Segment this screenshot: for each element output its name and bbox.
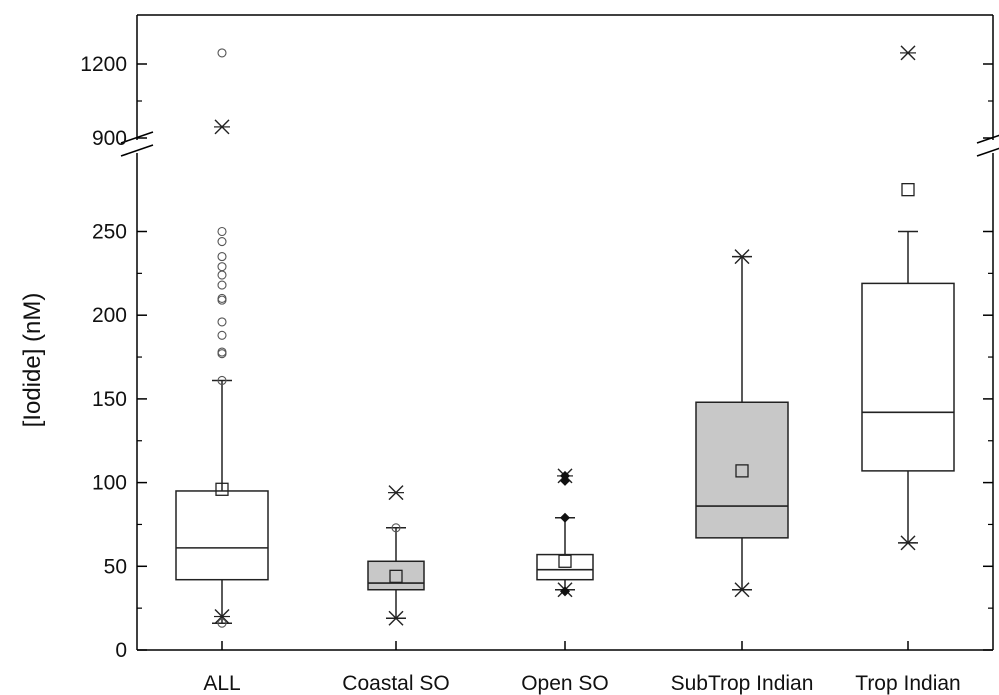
axis-break-mark-right (976, 147, 999, 157)
y-tick-label: 250 (92, 221, 127, 244)
box-trop-indian (861, 45, 955, 551)
box-coastal-so (367, 485, 425, 626)
y-tick-label: 1200 (80, 53, 127, 76)
mean-marker (215, 482, 229, 496)
y-axis-label: [Iodide] (nM) (19, 293, 46, 428)
outlier-marker (217, 48, 227, 58)
x-tick-label: Open SO (521, 672, 609, 695)
y-tick-label: 100 (92, 472, 127, 495)
y-tick-label: 200 (92, 304, 127, 327)
box-open-so (536, 468, 594, 598)
outlier-marker (217, 236, 227, 247)
x-tick-label: Trop Indian (855, 672, 960, 695)
box-iqr (175, 490, 269, 581)
outlier-marker (560, 475, 570, 486)
y-tick-label: 150 (92, 388, 127, 411)
axis-break-mark-left (120, 144, 154, 157)
outlier-marker (560, 586, 570, 597)
x-tick-label: Coastal SO (342, 672, 449, 695)
y-tick-label: 50 (104, 555, 127, 578)
box-iqr (861, 282, 955, 472)
y-tick-label: 0 (115, 639, 127, 662)
x-axis-labels: ALL Coastal SO Open SO SubTrop Indian Trop I… (203, 641, 961, 695)
y-axis-ticks: 0 50 100 150 200 250 900 1200 (80, 53, 993, 662)
outlier-marker (217, 280, 227, 290)
mean-marker (558, 554, 572, 568)
x-tick-label: SubTrop Indian (671, 672, 814, 695)
box-iqr (695, 401, 789, 539)
outlier-marker (217, 293, 227, 304)
outlier-marker (217, 330, 227, 340)
outlier-marker (391, 523, 401, 533)
outlier-marker (560, 470, 570, 481)
outlier-marker (560, 512, 570, 523)
y-tick-label: 900 (92, 127, 127, 150)
outlier-marker (217, 262, 227, 272)
box-subtrop-indian (695, 249, 789, 598)
box-series (175, 45, 955, 628)
mean-marker (901, 182, 915, 197)
outlier-marker (217, 618, 227, 628)
outlier-marker (217, 347, 227, 357)
outlier-marker (217, 375, 227, 386)
mean-marker (389, 569, 403, 583)
outlier-marker (217, 270, 227, 280)
plot-frame (120, 14, 999, 651)
outlier-marker (217, 317, 227, 327)
outlier-marker (217, 252, 227, 262)
box-iqr (367, 560, 425, 591)
x-tick-label: ALL (203, 672, 240, 695)
mean-marker (735, 464, 749, 478)
outlier-marker (217, 226, 227, 237)
box-all (175, 48, 269, 628)
